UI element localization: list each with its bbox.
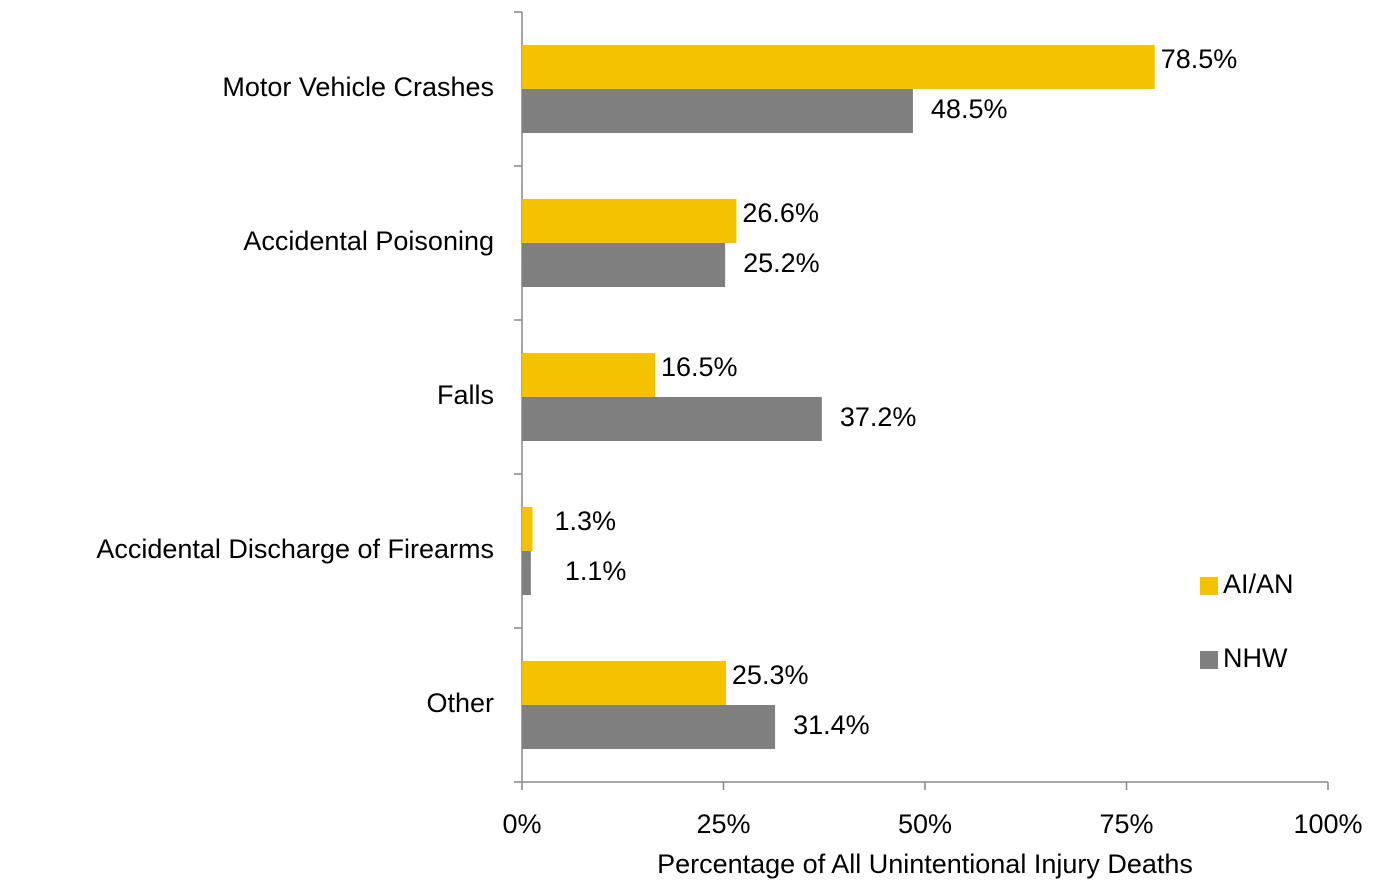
bar: [522, 89, 913, 133]
value-label: 25.3%: [732, 660, 809, 690]
legend-label: NHW: [1223, 643, 1288, 673]
x-tick-label: 100%: [1293, 809, 1362, 839]
y-tick-label: Falls: [437, 380, 494, 410]
value-label: 48.5%: [931, 94, 1008, 124]
bar: [522, 243, 726, 287]
bar: [522, 507, 533, 551]
value-label: 26.6%: [742, 198, 819, 228]
value-label: 16.5%: [661, 352, 738, 382]
y-tick-label: Accidental Poisoning: [243, 226, 494, 256]
bar: [522, 199, 737, 243]
value-label: 31.4%: [793, 710, 870, 740]
bar: [522, 353, 655, 397]
bar: [522, 551, 531, 595]
bar: [522, 661, 726, 705]
legend-swatch: [1200, 651, 1218, 669]
y-tick-label: Other: [426, 688, 494, 718]
y-tick-label: Accidental Discharge of Firearms: [96, 534, 494, 564]
y-tick-label: Motor Vehicle Crashes: [222, 72, 494, 102]
x-tick-label: 50%: [898, 809, 952, 839]
x-tick-label: 0%: [502, 809, 541, 839]
legend-swatch: [1200, 577, 1218, 595]
value-label: 25.2%: [743, 248, 820, 278]
bar: [522, 705, 776, 749]
legend-label: AI/AN: [1223, 569, 1294, 599]
value-label: 1.1%: [565, 556, 627, 586]
x-tick-label: 25%: [696, 809, 750, 839]
value-label: 37.2%: [840, 402, 917, 432]
value-label: 78.5%: [1161, 44, 1238, 74]
bar: [522, 45, 1155, 89]
bar: [522, 397, 822, 441]
value-label: 1.3%: [554, 506, 616, 536]
x-tick-label: 75%: [1099, 809, 1153, 839]
x-axis-label: Percentage of All Unintentional Injury D…: [657, 849, 1193, 879]
